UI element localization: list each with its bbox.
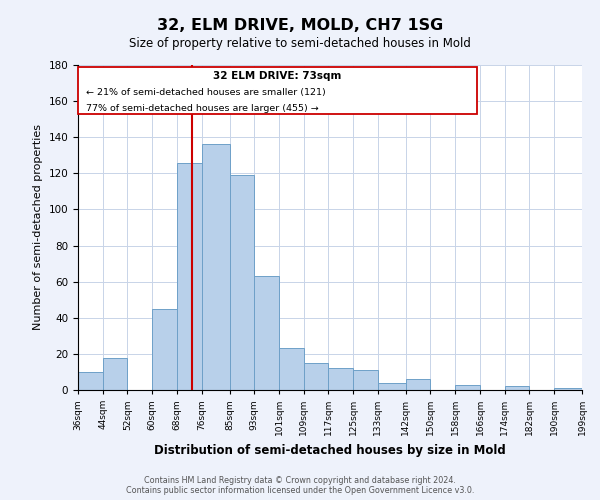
Text: 32 ELM DRIVE: 73sqm: 32 ELM DRIVE: 73sqm: [213, 72, 341, 82]
Bar: [378, 383, 406, 390]
Text: Contains HM Land Registry data © Crown copyright and database right 2024.: Contains HM Land Registry data © Crown c…: [144, 476, 456, 485]
Text: 32, ELM DRIVE, MOLD, CH7 1SG: 32, ELM DRIVE, MOLD, CH7 1SG: [157, 18, 443, 32]
FancyBboxPatch shape: [78, 67, 477, 114]
Text: 77% of semi-detached houses are larger (455) →: 77% of semi-detached houses are larger (…: [86, 104, 319, 113]
Y-axis label: Number of semi-detached properties: Number of semi-detached properties: [33, 124, 43, 330]
Bar: [406, 379, 430, 390]
Bar: [455, 384, 480, 390]
Bar: [152, 308, 177, 390]
Bar: [230, 175, 254, 390]
X-axis label: Distribution of semi-detached houses by size in Mold: Distribution of semi-detached houses by …: [154, 444, 506, 456]
Bar: [254, 276, 279, 390]
Bar: [202, 144, 230, 390]
Bar: [304, 363, 328, 390]
Bar: [328, 368, 353, 390]
Bar: [505, 386, 529, 390]
Text: Size of property relative to semi-detached houses in Mold: Size of property relative to semi-detach…: [129, 38, 471, 51]
Bar: [279, 348, 304, 390]
Text: ← 21% of semi-detached houses are smaller (121): ← 21% of semi-detached houses are smalle…: [86, 88, 325, 96]
Bar: [103, 358, 127, 390]
Bar: [177, 162, 202, 390]
Text: Contains public sector information licensed under the Open Government Licence v3: Contains public sector information licen…: [126, 486, 474, 495]
Bar: [78, 372, 103, 390]
Bar: [554, 388, 582, 390]
Bar: [353, 370, 378, 390]
